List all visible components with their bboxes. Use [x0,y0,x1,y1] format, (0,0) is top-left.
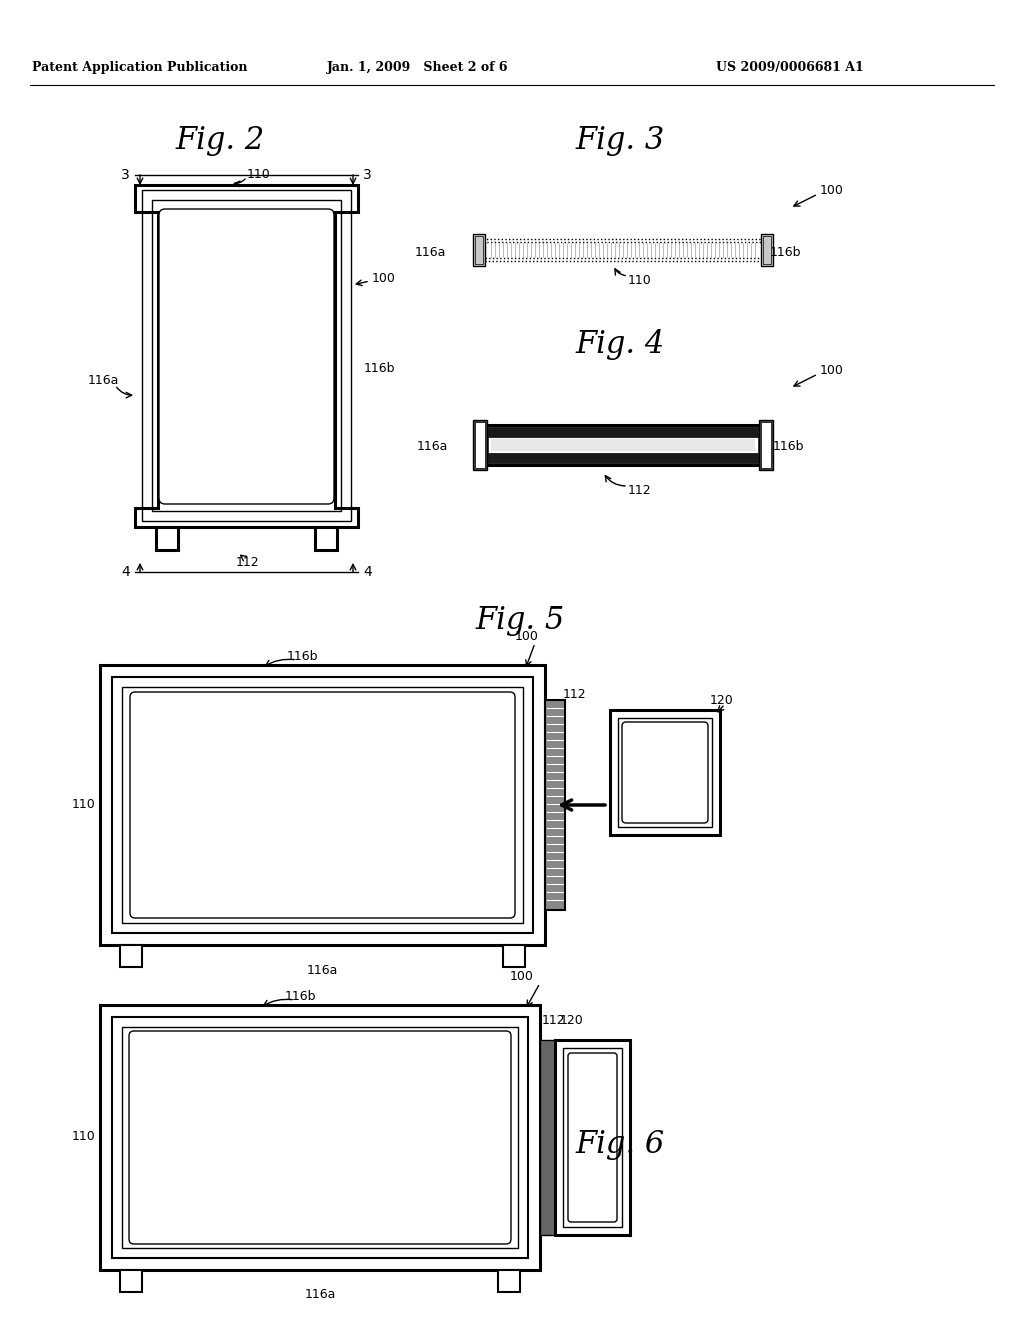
Bar [555,1040,630,1236]
Text: Patent Application Publication: Patent Application Publication [32,62,248,74]
Bar [540,1040,555,1236]
Text: 116a: 116a [415,246,446,259]
Bar [156,527,178,550]
Text: 116a: 116a [88,374,120,387]
Bar [473,420,487,470]
Text: 4: 4 [121,565,130,579]
FancyBboxPatch shape [130,692,515,917]
Bar [485,242,762,257]
Bar [475,236,483,264]
Bar [498,1270,520,1292]
Text: 116b: 116b [287,651,317,664]
Text: 110: 110 [247,168,270,181]
Bar [759,420,773,470]
Bar [483,425,763,465]
Bar [112,677,534,933]
Bar [488,437,758,453]
Text: Fig. 2: Fig. 2 [175,124,264,156]
Text: 4: 4 [362,565,372,579]
Bar [761,234,773,267]
Text: 116b: 116b [770,246,802,259]
Text: Fig. 6: Fig. 6 [575,1130,665,1160]
FancyBboxPatch shape [129,1031,511,1243]
Text: 112: 112 [236,556,259,569]
Text: 3: 3 [362,168,372,182]
Bar [618,718,712,828]
Bar [120,1270,142,1292]
Bar [763,236,771,264]
Bar [122,1027,518,1247]
Text: Fig. 3: Fig. 3 [575,124,665,156]
Bar [122,686,523,923]
Bar [485,453,761,463]
Text: 100: 100 [515,631,539,644]
Bar [100,665,545,945]
Bar [490,440,755,451]
Text: 112: 112 [563,689,587,701]
Text: 100: 100 [820,183,844,197]
Text: 100: 100 [372,272,396,285]
FancyBboxPatch shape [159,209,334,504]
Text: 112: 112 [542,1014,565,1027]
Bar [481,239,766,261]
Text: 120: 120 [710,693,734,706]
FancyBboxPatch shape [568,1053,617,1222]
FancyBboxPatch shape [622,722,708,822]
Text: 110: 110 [628,273,651,286]
Bar [563,1048,622,1228]
Text: 116a: 116a [417,441,449,454]
Bar [485,426,761,437]
Text: 110: 110 [72,1130,95,1143]
Text: 110: 110 [72,799,95,812]
Bar [610,710,720,836]
Bar [120,945,142,968]
Text: 120: 120 [560,1014,584,1027]
Bar [761,422,771,469]
Bar [473,234,485,267]
Text: Fig. 5: Fig. 5 [475,605,564,635]
Bar [100,1005,540,1270]
Text: 100: 100 [820,363,844,376]
Text: 116b: 116b [364,362,395,375]
Text: 116a: 116a [306,964,338,977]
Text: 112: 112 [628,483,651,496]
Text: Fig. 4: Fig. 4 [575,330,665,360]
Bar [475,422,485,469]
Text: 3: 3 [121,168,130,182]
Bar [503,945,525,968]
Text: 116b: 116b [773,441,805,454]
Text: 116a: 116a [304,1288,336,1302]
Bar [545,700,565,909]
Text: US 2009/0006681 A1: US 2009/0006681 A1 [716,62,864,74]
Text: 116b: 116b [285,990,315,1003]
Text: Jan. 1, 2009   Sheet 2 of 6: Jan. 1, 2009 Sheet 2 of 6 [328,62,509,74]
Bar [315,527,337,550]
Text: 100: 100 [510,970,534,983]
Bar [112,1016,528,1258]
